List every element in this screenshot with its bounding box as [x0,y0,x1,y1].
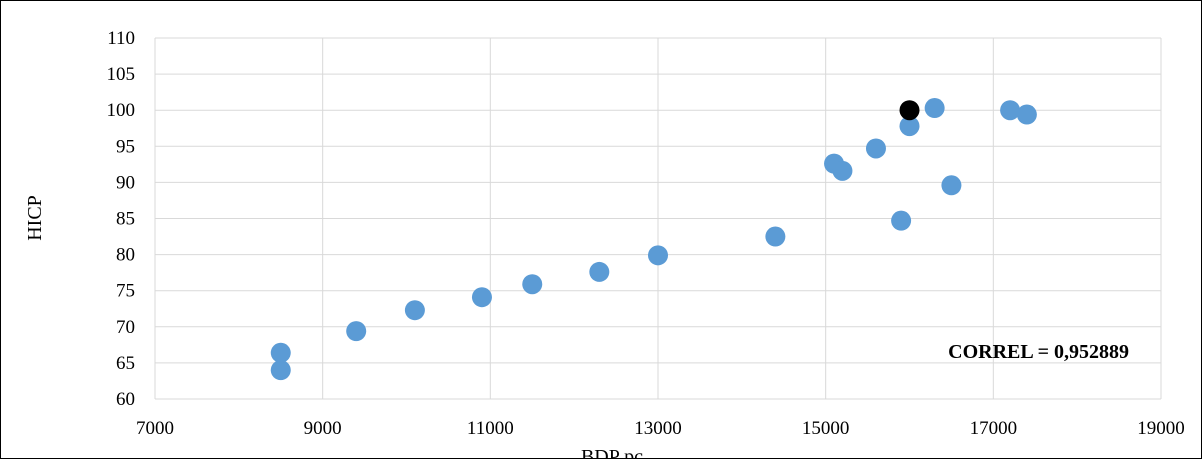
data-point [471,287,492,308]
y-tick-label: 110 [107,28,135,49]
data-point [924,98,945,119]
data-point [404,300,425,321]
x-tick-label: 9000 [304,418,342,439]
data-point [270,342,291,363]
data-point [270,360,291,381]
data-point [891,210,912,231]
y-tick-labels: 60 65 70 75 80 85 90 95 100 105 110 [107,28,136,410]
data-point [1016,104,1037,125]
y-tick-label: 75 [116,281,135,302]
data-point [941,175,962,196]
y-tick-label: 70 [116,317,135,338]
data-point [648,245,668,266]
grid-lines [154,37,1162,400]
x-tick-label: 7000 [136,418,174,439]
data-point [522,274,543,295]
x-tick-label: 19000 [1137,418,1185,439]
y-tick-label: 90 [116,172,135,193]
data-point [589,261,610,282]
y-tick-label: 80 [116,245,135,266]
x-tick-label: 13000 [634,418,682,439]
data-point [765,226,786,247]
data-point [865,138,886,159]
y-tick-label: 95 [116,136,135,157]
highlighted-data-point [899,100,920,121]
data-point [832,160,853,181]
data-point [899,116,920,137]
y-tick-label: 65 [116,353,135,374]
y-axis-title: HICP [24,195,46,241]
y-tick-label: 100 [107,100,136,121]
correl-annotation: CORREL = 0,952889 [948,341,1129,363]
data-points [270,98,1037,381]
y-tick-label: 60 [116,389,135,410]
y-tick-label: 105 [107,64,136,85]
x-tick-label: 17000 [970,418,1018,439]
x-axis-title: BDP pc [581,446,643,459]
x-tick-labels: 7000 9000 11000 13000 15000 17000 19000 [136,418,1185,439]
data-point [1000,100,1021,121]
y-tick-label: 85 [116,209,135,230]
data-point [346,321,367,342]
x-tick-label: 15000 [802,418,850,439]
x-tick-label: 11000 [467,418,514,439]
